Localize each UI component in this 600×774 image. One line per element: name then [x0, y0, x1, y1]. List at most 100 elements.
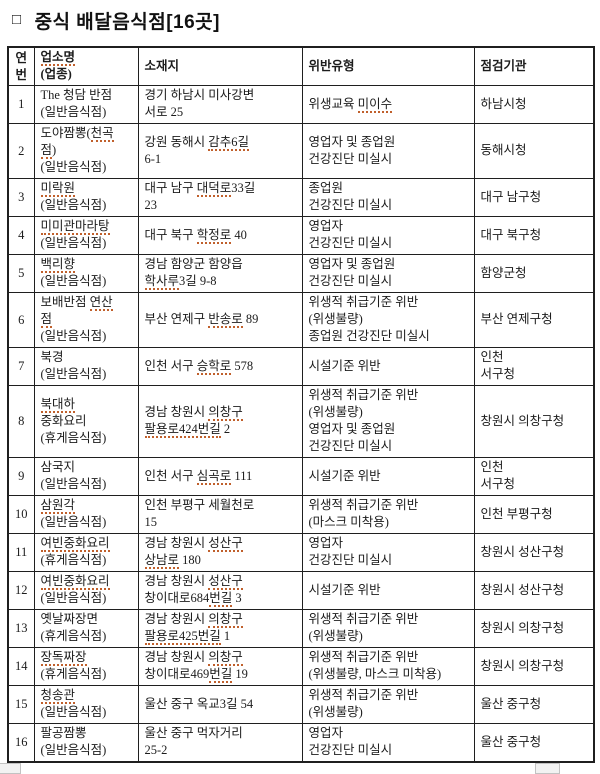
misspell-squiggle: 성산구	[208, 574, 243, 590]
misspell-squiggle: 번길	[209, 667, 233, 683]
cell-no: 8	[7, 385, 35, 458]
cell-no: 7	[7, 347, 35, 386]
cell-no: 15	[7, 685, 35, 724]
cell-violation-type: 위생적 취급기준 위반 (위생불량)	[301, 685, 475, 724]
cell-business-name: 팔공짬뽕 (일반음식점)	[33, 723, 139, 763]
cell-no: 3	[7, 178, 35, 217]
cell-business-name: 삼원각 (일반음식점)	[33, 495, 139, 534]
cell-business-name: 보배반점 연산 점 (일반음식점)	[33, 292, 139, 348]
cell-agency: 창원시 성산구청	[473, 571, 595, 610]
table-row: 10 삼원각 (일반음식점) 인천 부평구 세월천로 15 위생적 취급기준 위반 (마스크…	[7, 495, 595, 534]
cell-address: 대구 북구 학정로 40	[137, 216, 303, 255]
misspell-squiggle: 미미관마라탕	[40, 219, 110, 235]
cell-violation-type: 영업자 및 종업원 건강진단 미실시	[301, 254, 475, 293]
misspell-squiggle: 학정로	[196, 227, 232, 244]
cell-agency: 하남시청	[473, 85, 595, 124]
cell-address: 경남 창원시 성산구 상남로 180	[137, 533, 303, 572]
cell-violation-type: 시설기준 위반	[301, 347, 475, 386]
misspell-squiggle: 점	[40, 312, 53, 328]
cell-violation-type: 위생적 취급기준 위반 (위생불량)	[301, 609, 475, 648]
cell-no: 16	[7, 723, 35, 763]
cell-agency: 울산 중구청	[473, 723, 595, 763]
cell-no: 13	[7, 609, 35, 648]
misspell-squiggle: 대덕로	[196, 181, 232, 197]
cell-business-name: 청송관 (일반음식점)	[33, 685, 139, 724]
cell-business-name: 북대하 중화요리 (휴게음식점)	[33, 385, 139, 458]
table-row: 5 백리향 (일반음식점) 경남 함양군 함양읍 학사루3길 9-8 영업자 및 종업원 건…	[7, 254, 595, 293]
misspell-squiggle: 팔용로425번길	[144, 629, 221, 645]
table-row: 9 삼국지 (일반음식점) 인천 서구 심곡로 111 시설기준 위반 인천 서구청	[7, 457, 595, 496]
cell-agency: 부산 연제구청	[473, 292, 595, 348]
misspell-squiggle: 장독짜장	[40, 650, 87, 666]
cell-violation-type: 시설기준 위반	[301, 457, 475, 496]
cell-no: 14	[7, 647, 35, 686]
cell-business-name: 삼국지 (일반음식점)	[33, 457, 139, 496]
misspell-squiggle: 업소명	[40, 50, 76, 66]
cell-no: 5	[7, 254, 35, 293]
cell-business-name: 북경 (일반음식점)	[33, 347, 139, 386]
cell-business-name: 도야짬뽕(천곡 점) (일반음식점)	[33, 123, 139, 179]
misspell-squiggle: 팔용로424번길	[144, 422, 221, 438]
cell-business-name: The 청담 반점 (일반음식점)	[33, 85, 139, 124]
misspell-squiggle: 여빈중화요리	[40, 536, 110, 552]
misspell-squiggle: 승학로	[196, 358, 232, 375]
cell-no: 4	[7, 216, 35, 255]
cell-no: 2	[7, 123, 35, 179]
cell-no: 11	[7, 533, 35, 572]
misspell-squiggle: 백리향	[40, 257, 76, 273]
cell-violation-type: 위생적 취급기준 위반 (위생불량, 마스크 미착용)	[301, 647, 475, 686]
cell-violation-type: 영업자 건강진단 미실시	[301, 723, 475, 763]
misspell-squiggle: 점	[40, 143, 53, 159]
cell-agency: 울산 중구청	[473, 685, 595, 724]
cell-violation-type: 영업자 건강진단 미실시	[301, 216, 475, 255]
cell-agency: 인천 서구청	[473, 457, 595, 496]
table-row: 11 여빈중화요리 (휴게음식점) 경남 창원시 성산구 상남로 180 영업자 건강진단 …	[7, 533, 595, 572]
cell-violation-type: 시설기준 위반	[301, 571, 475, 610]
table-row: 4 미미관마라탕 (일반음식점) 대구 북구 학정로 40 영업자 건강진단 미실시 대구 …	[7, 216, 595, 255]
cell-agency: 창원시 의창구청	[473, 385, 595, 458]
misspell-squiggle: 여빈중화요리	[40, 574, 110, 590]
cell-no: 1	[7, 85, 35, 124]
cell-address: 경기 하남시 미사강변 서로 25	[137, 85, 303, 124]
cell-violation-type: 영업자 및 종업원 건강진단 미실시	[301, 123, 475, 179]
table-row: 8 북대하 중화요리 (휴게음식점) 경남 창원시 의창구 팔용로424번길 2 위생적 취…	[7, 385, 595, 458]
table-row: 12 여빈중화요리 (일반음식점) 경남 창원시 성산구 창이대로684번길 3 시설기준…	[7, 571, 595, 610]
column-header-agency: 점검기관	[473, 46, 595, 86]
cell-agency: 대구 북구청	[473, 216, 595, 255]
cell-no: 6	[7, 292, 35, 348]
misspell-squiggle: 감추6길	[208, 134, 250, 151]
cell-agency: 창원시 의창구청	[473, 647, 595, 686]
cell-agency: 대구 남구청	[473, 178, 595, 217]
cell-business-name: 여빈중화요리 (일반음식점)	[33, 571, 139, 610]
cell-business-name: 미락원 (일반음식점)	[33, 178, 139, 217]
table-row: 15 청송관 (일반음식점) 울산 중구 옥교3길 54 위생적 취급기준 위반 (위생불…	[7, 685, 595, 724]
table-row: 7 북경 (일반음식점) 인천 서구 승학로 578 시설기준 위반 인천 서구청	[7, 347, 595, 386]
misspell-squiggle: 의창구	[208, 612, 243, 628]
cell-address: 대구 남구 대덕로33길 23	[137, 178, 303, 217]
misspell-squiggle: 성산구	[208, 536, 243, 552]
cell-address: 경남 창원시 의창구 팔용로425번길 1	[137, 609, 303, 648]
cell-business-name: 장독짜장 (휴게음식점)	[33, 647, 139, 686]
cell-agency: 인천 부평구청	[473, 495, 595, 534]
page-title: □ 중식 배달음식점[16곳]	[12, 7, 600, 34]
table-row: 3 미락원 (일반음식점) 대구 남구 대덕로33길 23 종업원 건강진단 미실시 대구 남…	[7, 178, 595, 217]
square-bullet-icon: □	[12, 11, 22, 28]
misspell-squiggle: 심곡로	[196, 468, 232, 485]
table-row: 16 팔공짬뽕 (일반음식점) 울산 중구 먹자거리 25-2 영업자 건강진단 미실시 울산…	[7, 723, 595, 763]
cell-agency: 함양군청	[473, 254, 595, 293]
cell-address: 인천 서구 심곡로 111	[137, 457, 303, 496]
document-page: □ 중식 배달음식점[16곳] 연 번 업소명 (업종) 소재지 위반유형 점검기관 1 Th…	[0, 7, 600, 774]
misspell-squiggle: 천곡	[90, 126, 114, 142]
cell-no: 9	[7, 457, 35, 496]
column-header-address: 소재지	[137, 46, 303, 86]
page-title-text: 중식 배달음식점[16곳]	[34, 12, 220, 33]
table-row: 13 옛날짜장면 (휴게음식점) 경남 창원시 의창구 팔용로425번길 1 위생적 취급…	[7, 609, 595, 648]
cell-business-name: 옛날짜장면 (휴게음식점)	[33, 609, 139, 648]
cell-violation-type: 영업자 건강진단 미실시	[301, 533, 475, 572]
cell-violation-type: 위생적 취급기준 위반 (위생불량) 종업원 건강진단 미실시	[301, 292, 475, 348]
cell-address: 경남 창원시 의창구 팔용로424번길 2	[137, 385, 303, 458]
table-row: 1 The 청담 반점 (일반음식점) 경기 하남시 미사강변 서로 25 위생교육 미이…	[7, 85, 595, 124]
cell-no: 12	[7, 571, 35, 610]
column-header-violation-type: 위반유형	[301, 46, 475, 86]
